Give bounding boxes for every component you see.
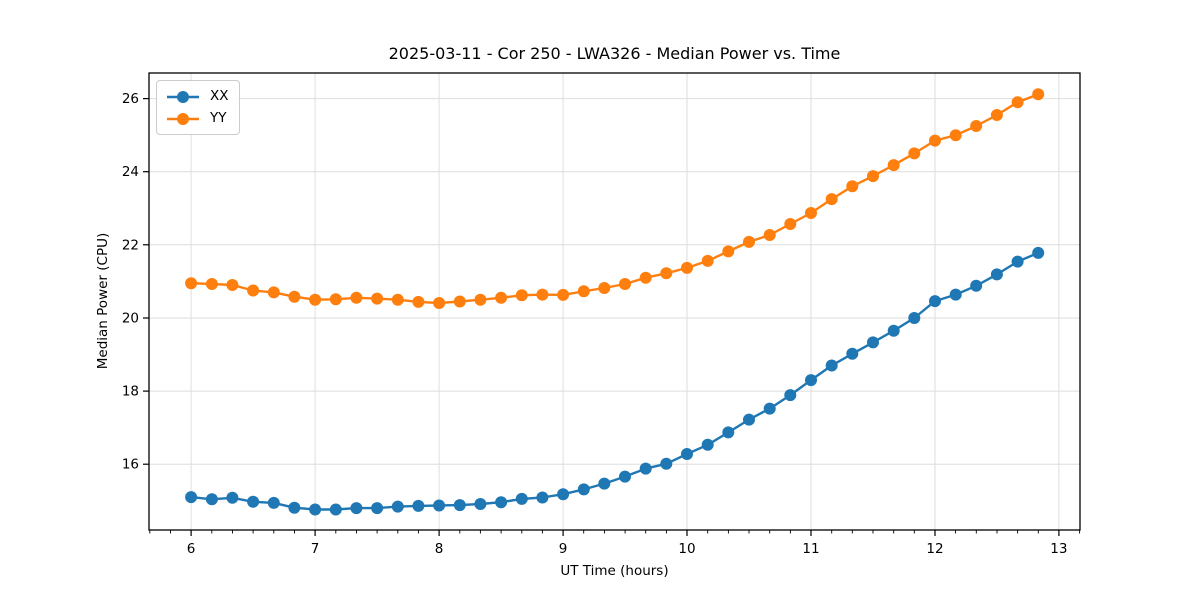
legend-item-yy: YY [166, 109, 229, 128]
svg-text:18: 18 [122, 384, 139, 400]
svg-text:11: 11 [802, 541, 819, 557]
x-axis-label: UT Time (hours) [560, 563, 669, 579]
y-axis-label: Median Power (CPU) [95, 232, 111, 370]
svg-text:9: 9 [559, 541, 568, 557]
svg-text:10: 10 [678, 541, 695, 557]
svg-text:12: 12 [926, 541, 943, 557]
line-marker-icon [167, 90, 199, 103]
svg-text:22: 22 [122, 237, 139, 253]
svg-text:13: 13 [1050, 541, 1067, 557]
legend: XX YY [156, 80, 240, 135]
svg-text:8: 8 [435, 541, 444, 557]
svg-text:24: 24 [122, 164, 139, 180]
svg-text:16: 16 [122, 457, 139, 473]
svg-text:7: 7 [311, 541, 320, 557]
svg-text:6: 6 [187, 541, 196, 557]
legend-label: YY [210, 109, 227, 126]
svg-text:26: 26 [122, 91, 139, 107]
legend-item-xx: XX [166, 87, 229, 106]
line-marker-icon [167, 112, 199, 125]
chart-title: 2025-03-11 - Cor 250 - LWA326 - Median P… [388, 44, 841, 63]
svg-text:20: 20 [122, 311, 139, 327]
legend-label: XX [210, 87, 229, 104]
